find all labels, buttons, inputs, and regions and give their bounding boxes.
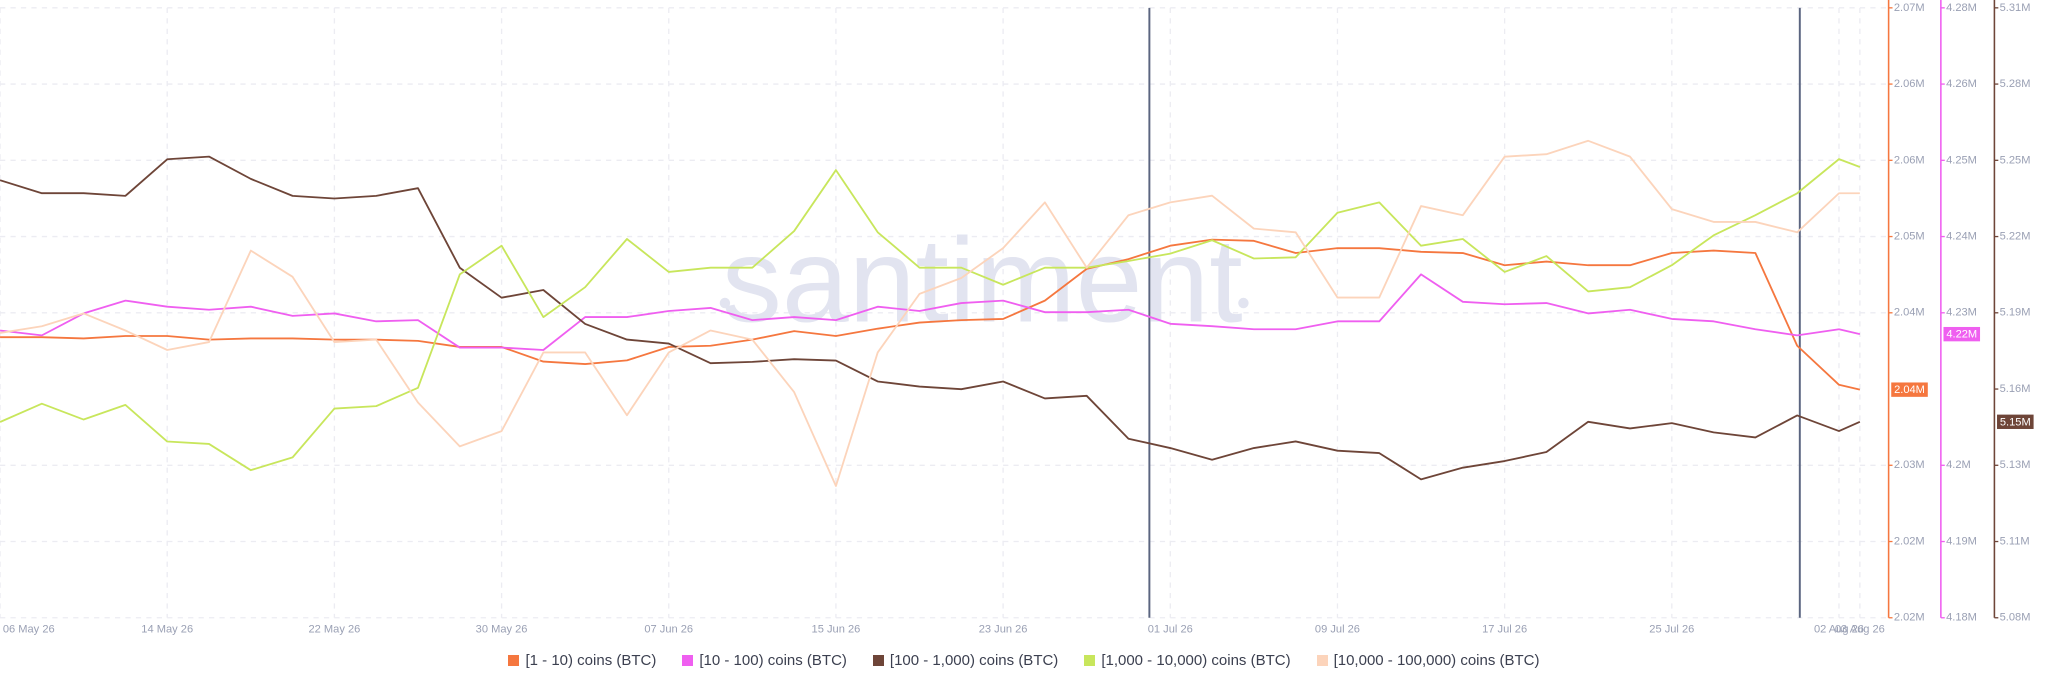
y-tick-label: 5.13M [2000, 459, 2031, 471]
watermark-dot [1238, 297, 1249, 309]
legend-label: [100 - 1,000) coins (BTC) [889, 652, 1059, 669]
last-value-label: 4.22M [1946, 329, 1977, 341]
watermark: santiment [719, 214, 1249, 348]
x-tick-label: 23 Jun 26 [979, 623, 1028, 635]
y-tick-label: 5.08M [2000, 612, 2031, 624]
x-tick-label: 02 Aug 26 [1814, 623, 1864, 635]
x-tick-label: 17 Jul 26 [1482, 623, 1527, 635]
y-tick-label: 2.04M [1894, 307, 1925, 319]
last-value-box [1891, 382, 1928, 397]
axes: 06 May 26 14 May 26 22 May 26 30 May 26 07 J… [3, 0, 2034, 635]
x-tick-label: 30 May 26 [476, 623, 528, 635]
last-value-box [1943, 326, 1981, 342]
last-value-box [1997, 414, 2034, 429]
x-tick-label: 22 May 26 [308, 623, 360, 635]
y-tick-label: 2.03M [1894, 459, 1925, 471]
series-line [0, 158, 1861, 472]
y-tick-label: 4.23M [1946, 307, 1977, 319]
series-line [0, 273, 1861, 351]
x-tick-label: 03 Aug 26 [1835, 623, 1885, 635]
legend-swatch [1316, 655, 1328, 666]
legend-swatch [1084, 655, 1096, 666]
legend: [1 - 10) coins (BTC) [10 - 100) coins (BT… [0, 652, 2048, 669]
y-tick-label: 5.11M [2000, 535, 2030, 547]
y-tick-label: 2.07M [1894, 2, 1925, 14]
x-tick-label: 25 Jul 26 [1649, 623, 1694, 635]
series-line [0, 139, 1860, 487]
y-tick-label: 5.16M [2000, 383, 2031, 395]
last-value-label: 5.15M [2000, 416, 2031, 428]
y-tick-label: 2.02M [1894, 612, 1925, 624]
y-tick-label: 5.19M [2000, 307, 2031, 319]
y-tick-label: 4.2M [1946, 459, 1971, 471]
legend-label: [1 - 10) coins (BTC) [525, 652, 657, 669]
last-value-label: 2.04M [1894, 384, 1925, 396]
y-tick-label: 4.28M [1946, 2, 1977, 14]
legend-item[interactable]: [10 - 100) coins (BTC) [682, 652, 847, 669]
y-tick-label: 4.24M [1946, 230, 1977, 242]
x-tick-label: 07 Jun 26 [644, 623, 693, 635]
watermark-text: santiment [722, 214, 1243, 348]
legend-label: [1,000 - 10,000) coins (BTC) [1101, 652, 1291, 669]
y-tick-label: 2.05M [1894, 230, 1925, 242]
x-tick-label: 09 Jul 26 [1315, 623, 1360, 635]
lines [0, 139, 1861, 487]
x-tick-label: 01 Jul 26 [1148, 623, 1193, 635]
y-tick-label: 4.26M [1946, 78, 1977, 90]
y-tick-label: 5.31M [2000, 2, 2031, 14]
legend-swatch [682, 655, 694, 666]
y-tick-label: 2.06M [1894, 78, 1925, 90]
x-tick-label: 15 Jun 26 [812, 623, 861, 635]
legend-swatch [872, 655, 884, 666]
y-tick-label: 5.25M [2000, 154, 2031, 166]
y-tick-label: 4.18M [1946, 612, 1977, 624]
legend-item[interactable]: [1,000 - 10,000) coins (BTC) [1084, 652, 1291, 669]
legend-label: [10,000 - 100,000) coins (BTC) [1333, 652, 1540, 669]
x-tick-label: 06 May 26 [3, 623, 55, 635]
series-line [0, 238, 1861, 391]
y-tick-label: 2.02M [1894, 535, 1925, 547]
y-tick-label: 4.19M [1946, 535, 1977, 547]
series-line [0, 155, 1861, 481]
watermark-dot [719, 297, 731, 309]
legend-swatch [508, 655, 520, 666]
x-tick-label: 14 May 26 [141, 623, 193, 635]
legend-item[interactable]: [1 - 10) coins (BTC) [508, 652, 656, 669]
y-tick-label: 5.28M [2000, 78, 2031, 90]
y-tick-label: 4.25M [1946, 154, 1977, 166]
legend-item[interactable]: [10,000 - 100,000) coins (BTC) [1316, 652, 1540, 669]
y-tick-label: 5.22M [2000, 230, 2031, 242]
y-tick-label: 2.06M [1894, 154, 1925, 166]
legend-item[interactable]: [100 - 1,000) coins (BTC) [872, 652, 1059, 669]
legend-label: [10 - 100) coins (BTC) [699, 652, 847, 669]
